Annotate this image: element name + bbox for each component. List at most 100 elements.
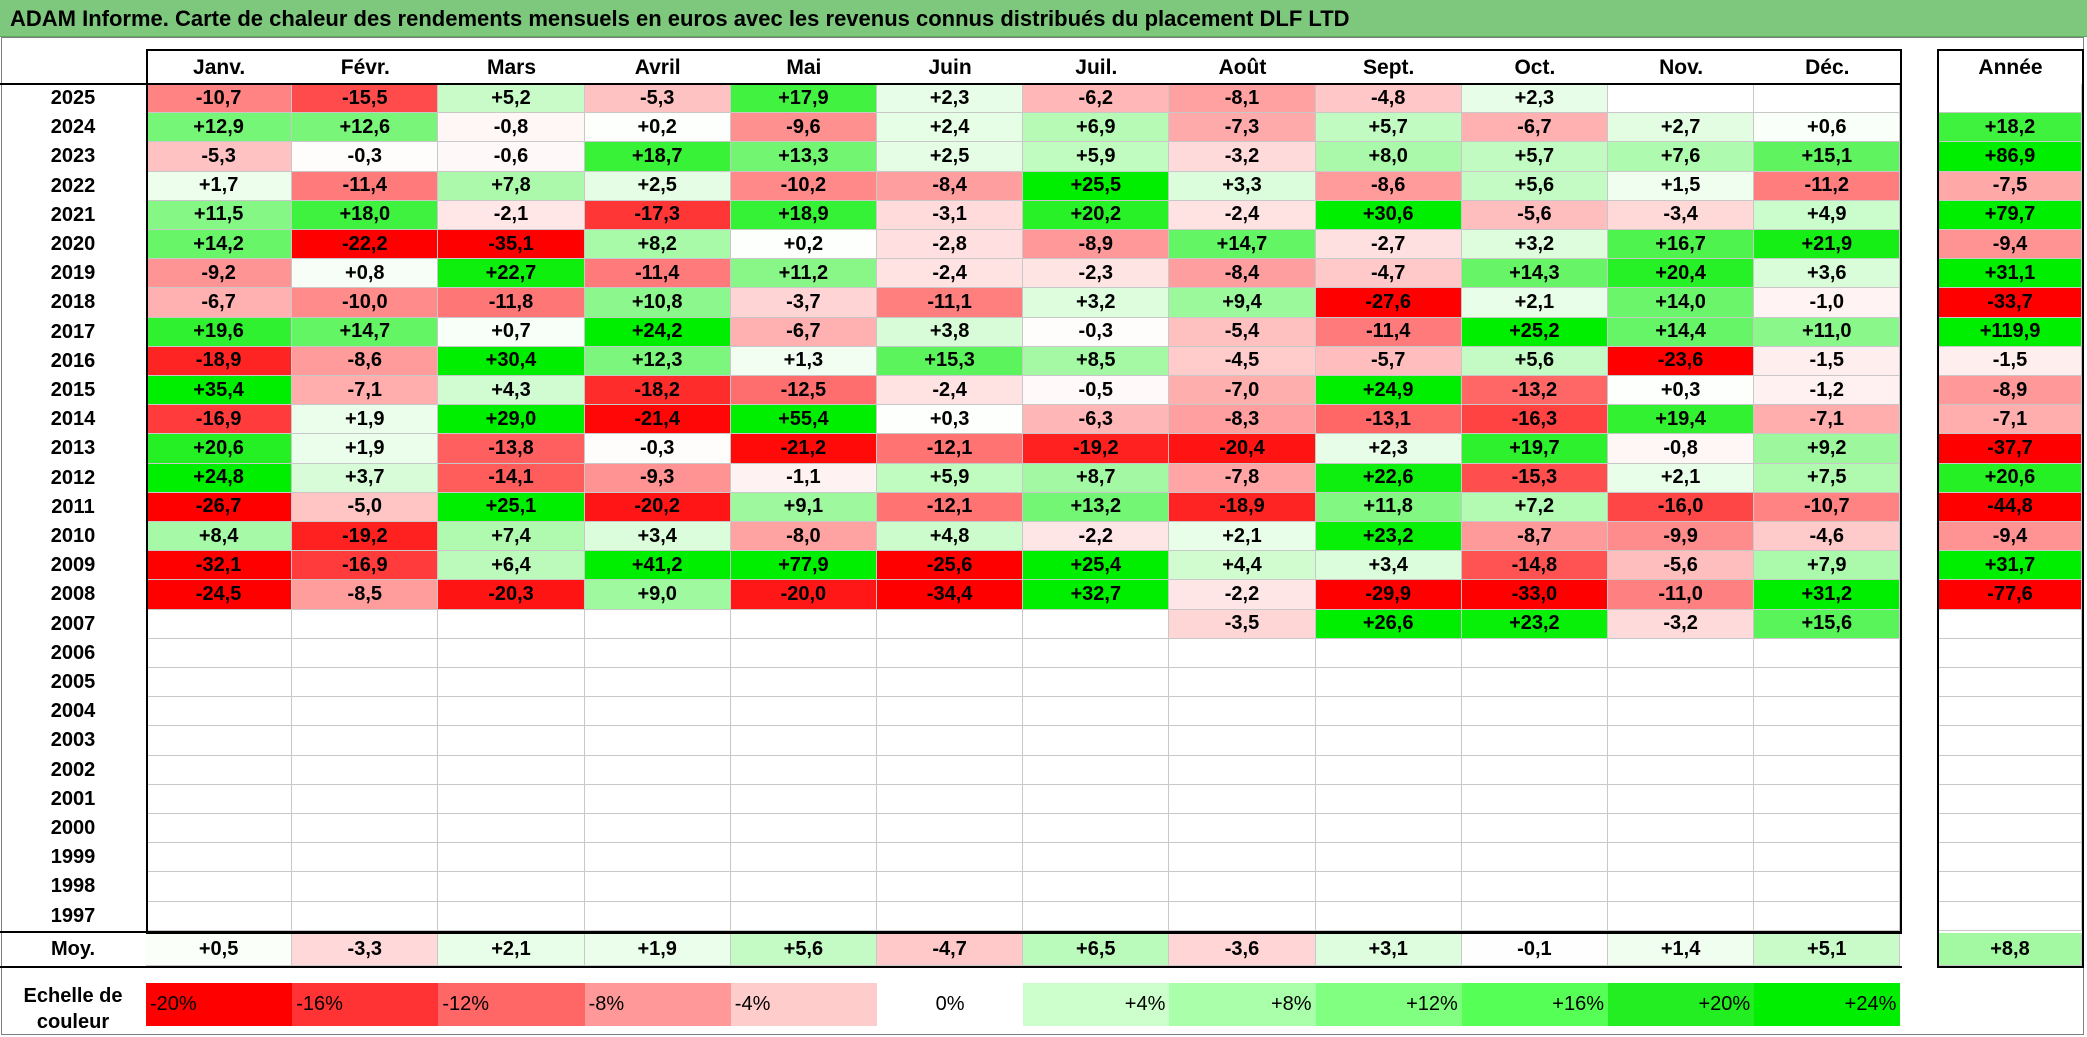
heatmap-cell <box>1023 872 1170 902</box>
heatmap-cell: +4,8 <box>877 522 1024 552</box>
heatmap-cell: -19,2 <box>1023 434 1170 464</box>
year-label: 2021 <box>50 203 96 226</box>
heatmap-cell: +8,0 <box>1315 142 1462 172</box>
heatmap-cell: -1,2 <box>1754 376 1901 406</box>
header-divider <box>0 83 1903 85</box>
heatmap-cell: +7,5 <box>1754 463 1901 493</box>
annual-total-cell: +31,1 <box>1939 259 2082 289</box>
annual-total-cell <box>1939 755 2082 785</box>
color-scale-cell: +16% <box>1461 983 1608 1026</box>
heatmap-cell <box>877 697 1024 727</box>
heatmap-cell <box>1169 843 1316 873</box>
month-header: Juil. <box>1075 55 1118 79</box>
month-header: Mai <box>786 55 822 79</box>
heatmap-cell: +3,7 <box>292 463 439 493</box>
annual-total-cell <box>1939 814 2082 844</box>
color-scale-cell: +8% <box>1169 983 1316 1026</box>
heatmap-cell <box>292 609 439 639</box>
heatmap-cell <box>1315 814 1462 844</box>
heatmap-cell: -15,5 <box>292 84 439 114</box>
heatmap-cell: +9,2 <box>1754 434 1901 464</box>
month-header: Juin <box>928 55 972 79</box>
color-scale-label: Echelle de couleur <box>23 984 123 1033</box>
heatmap-cell <box>1461 697 1608 727</box>
average-cell: -4,7 <box>877 933 1024 966</box>
heatmap-cell: +11,8 <box>1315 492 1462 522</box>
heatmap-cell: -4,7 <box>1315 259 1462 289</box>
annual-total-cell <box>1939 638 2082 668</box>
heatmap-cell: +31,2 <box>1754 580 1901 610</box>
year-label: 2019 <box>50 262 96 285</box>
heatmap-cell <box>584 609 731 639</box>
average-top-divider <box>0 931 1903 933</box>
heatmap-cell <box>146 726 293 756</box>
heatmap-cell <box>438 901 585 931</box>
heatmap-cell: -27,6 <box>1315 288 1462 318</box>
heatmap-cell: +3,8 <box>877 317 1024 347</box>
heatmap-cell: -10,7 <box>146 84 293 114</box>
heatmap-cell <box>1754 755 1901 785</box>
heatmap-cell: +9,1 <box>730 492 877 522</box>
heatmap-cell: -16,9 <box>146 405 293 435</box>
heatmap-cell <box>584 814 731 844</box>
heatmap-cell: -10,0 <box>292 288 439 318</box>
heatmap-cell: -8,6 <box>292 346 439 376</box>
heatmap-cell <box>1169 638 1316 668</box>
heatmap-cell: +5,6 <box>1461 346 1608 376</box>
annual-total-cell: +86,9 <box>1939 142 2082 172</box>
year-label: 2020 <box>50 233 96 256</box>
heatmap-cell <box>1608 901 1755 931</box>
heatmap-cell: -8,0 <box>730 522 877 552</box>
heatmap-cell <box>1754 726 1901 756</box>
heatmap-cell: +22,7 <box>438 259 585 289</box>
heatmap-cell <box>1754 668 1901 698</box>
heatmap-cell: -32,1 <box>146 551 293 581</box>
heatmap-cell: +15,3 <box>877 346 1024 376</box>
heatmap-cell: +2,1 <box>1461 288 1608 318</box>
heatmap-cell <box>1315 697 1462 727</box>
heatmap-cell: -11,8 <box>438 288 585 318</box>
heatmap-cell: -19,2 <box>292 522 439 552</box>
heatmap-cell: +3,4 <box>1315 551 1462 581</box>
heatmap-cell <box>1608 638 1755 668</box>
color-scale-cell: -12% <box>438 983 585 1026</box>
heatmap-cell: +3,2 <box>1023 288 1170 318</box>
heatmap-cell: +15,6 <box>1754 609 1901 639</box>
heatmap-cell: -6,7 <box>730 317 877 347</box>
heatmap-cell: -20,4 <box>1169 434 1316 464</box>
heatmap-cell: +11,0 <box>1754 317 1901 347</box>
heatmap-cell: -7,1 <box>292 376 439 406</box>
heatmap-cell <box>146 843 293 873</box>
heatmap-cell: -0,5 <box>1023 376 1170 406</box>
heatmap-cell: +7,9 <box>1754 551 1901 581</box>
heatmap-cell <box>1315 638 1462 668</box>
heatmap-cell <box>292 755 439 785</box>
heatmap-cell: -18,9 <box>146 346 293 376</box>
heatmap-cell <box>146 901 293 931</box>
heatmap-cell <box>730 872 877 902</box>
heatmap-cell <box>1023 668 1170 698</box>
heatmap-cell: +9,4 <box>1169 288 1316 318</box>
heatmap-cell: -6,2 <box>1023 84 1170 114</box>
heatmap-cell: -13,1 <box>1315 405 1462 435</box>
heatmap-cell: +14,2 <box>146 230 293 260</box>
heatmap-cell: +20,4 <box>1608 259 1755 289</box>
heatmap-cell: -29,9 <box>1315 580 1462 610</box>
heatmap-cell <box>146 784 293 814</box>
heatmap-cell: +24,8 <box>146 463 293 493</box>
heatmap-cell: -1,1 <box>730 463 877 493</box>
heatmap-cell: +26,6 <box>1315 609 1462 639</box>
heatmap-cell <box>877 726 1024 756</box>
annual-total-cell <box>1939 609 2082 639</box>
year-label: 2012 <box>50 466 96 489</box>
heatmap-cell: -5,4 <box>1169 317 1316 347</box>
heatmap-cell: +2,4 <box>877 113 1024 143</box>
year-label: 2025 <box>50 87 96 110</box>
heatmap-cell: -9,9 <box>1608 522 1755 552</box>
heatmap-cell: +25,2 <box>1461 317 1608 347</box>
heatmap-cell: -6,7 <box>1461 113 1608 143</box>
year-label: 1997 <box>50 904 96 927</box>
heatmap-cell: +18,0 <box>292 200 439 230</box>
year-label: 2015 <box>50 379 96 402</box>
heatmap-cell: +24,2 <box>584 317 731 347</box>
